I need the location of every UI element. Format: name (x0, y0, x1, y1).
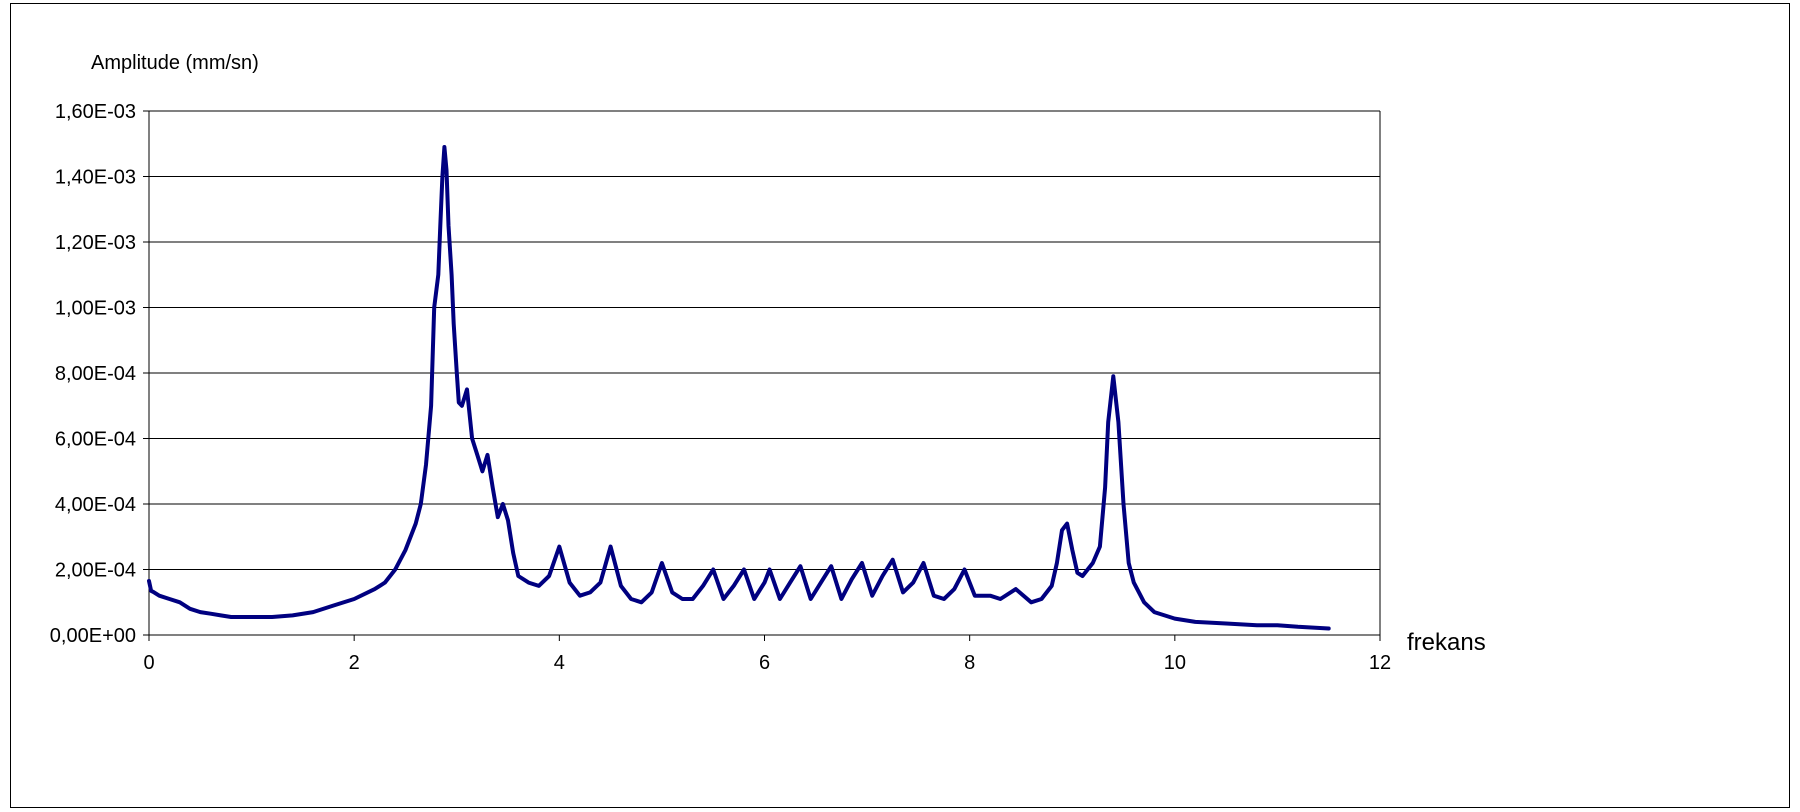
x-tick-label: 0 (143, 652, 154, 674)
chart-svg: 0,00E+00 2,00E-04 4,00E-04 6,00E-04 8,00E-04… (50, 52, 1486, 674)
x-tick-label: 12 (1369, 652, 1391, 674)
y-tick-label: 1,20E-03 (55, 232, 136, 254)
y-tick-label: 8,00E-04 (55, 363, 136, 385)
x-tick-label: 10 (1164, 652, 1186, 674)
series-line (147, 145, 1331, 631)
x-tick-label: 6 (759, 652, 770, 674)
x-tick-label: 8 (964, 652, 975, 674)
tick-labels: 0,00E+00 2,00E-04 4,00E-04 6,00E-04 8,00E-04… (50, 101, 1391, 674)
y-tick-label: 2,00E-04 (55, 560, 136, 582)
y-tick-label: 1,40E-03 (55, 167, 136, 189)
axes (143, 110, 1381, 641)
y-axis-title: Amplitude (mm/sn) (91, 52, 259, 74)
x-tick-label: 4 (554, 652, 565, 674)
gridlines (149, 110, 1380, 570)
x-tick-label: 2 (349, 652, 360, 674)
y-tick-label: 1,00E-03 (55, 298, 136, 320)
y-tick-label: 1,60E-03 (55, 101, 136, 123)
y-tick-label: 4,00E-04 (55, 494, 136, 516)
chart-frame: 0,00E+00 2,00E-04 4,00E-04 6,00E-04 8,00E-04… (10, 3, 1790, 808)
y-tick-label: 6,00E-04 (55, 429, 136, 451)
series-layer (147, 145, 1331, 631)
y-tick-label: 0,00E+00 (50, 625, 136, 647)
x-axis-title: frekans (1407, 629, 1486, 656)
